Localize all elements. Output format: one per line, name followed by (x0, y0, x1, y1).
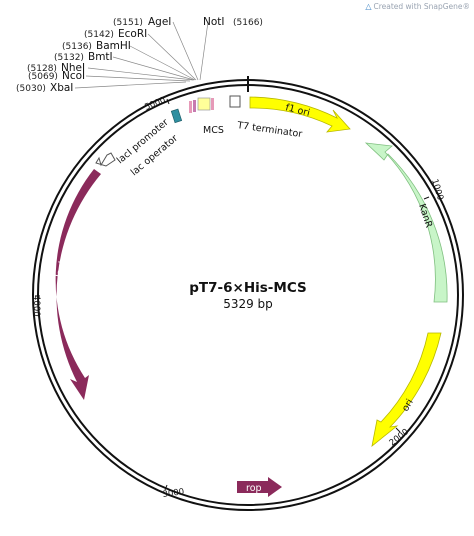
f1-ori-arrow (249, 96, 351, 133)
site-bmti-pos: (5132) (54, 53, 84, 63)
site-ncoi-pos: (5069) (28, 72, 58, 82)
tick-label-3000: 3000 (162, 487, 185, 500)
mcs-box (197, 97, 211, 111)
laci-label: lacI (54, 260, 68, 278)
snapgene-credit: △ Created with SnapGene® (365, 2, 470, 11)
mcs-stripe-2 (193, 100, 196, 112)
site-leader-lines (74, 21, 209, 89)
t7-terminator-label: T7 terminator (236, 120, 303, 140)
tick-label-4000: 4000 (31, 295, 41, 317)
site-nhei-name: NheI (61, 62, 85, 74)
site-xbai-name: XbaI (50, 82, 73, 94)
site-noti-name: NotI (203, 16, 225, 28)
kanr-arrow (364, 142, 448, 303)
mcs-label: MCS (203, 125, 224, 136)
site-agei-name: AgeI (148, 16, 171, 28)
snapgene-logo-icon: △ (365, 2, 372, 11)
site-agei-pos: (5151) (113, 18, 143, 28)
site-bamhi-pos: (5136) (62, 42, 92, 52)
tick-mark-3000 (164, 484, 168, 491)
site-ncoi-name: NcoI (62, 70, 85, 82)
f1-ori-label: f1 ori (284, 102, 311, 119)
rop-label: rop (246, 483, 262, 494)
plasmid-name: pT7-6×His-MCS (189, 280, 306, 296)
kanr-label: KanR (416, 203, 434, 230)
site-ecori-pos: (5142) (84, 30, 114, 40)
site-ecori-name: EcoRI (118, 28, 147, 40)
tick-label-1000: 1000 (429, 178, 445, 202)
site-noti-pos: (5166) (233, 18, 263, 28)
rop-arrow (237, 477, 282, 497)
t7-terminator-box (229, 95, 241, 108)
site-nhei-pos: (5128) (27, 64, 57, 74)
mcs-stripe-1 (189, 101, 192, 113)
mcs-stripe-3 (211, 98, 214, 110)
tick-mark-2000 (395, 427, 401, 433)
laci-arrow (55, 169, 101, 400)
tick-mark-1000 (423, 196, 430, 200)
laci-promoter-arrow (95, 152, 116, 167)
site-bmti-name: BmtI (88, 51, 113, 63)
lac-operator-box (170, 108, 183, 124)
site-bamhi-name: BamHI (96, 40, 131, 52)
tick-mark-5000 (166, 98, 170, 105)
site-xbai-pos: (5030) (16, 84, 46, 94)
ori-label: ori (400, 397, 416, 413)
credit-text: Created with SnapGene® (373, 2, 470, 11)
plasmid-length: 5329 bp (223, 297, 273, 311)
ori-arrow (371, 332, 442, 447)
tick-label-5000: 5000 (143, 95, 167, 112)
